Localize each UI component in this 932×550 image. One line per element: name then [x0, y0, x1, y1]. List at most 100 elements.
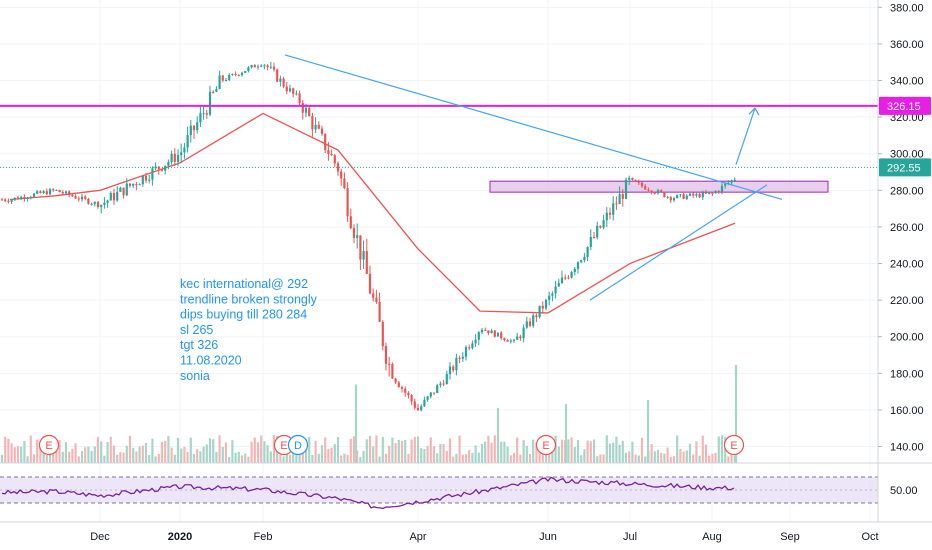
volume-bar — [688, 443, 692, 463]
time-axis[interactable]: Dec 2020 Feb Apr Jun Jul Aug Sep Oct — [90, 531, 878, 543]
volume-bar — [669, 456, 672, 463]
candle-body — [202, 113, 205, 115]
volume-bar — [64, 442, 68, 463]
volume-bar — [506, 446, 509, 463]
candle-body — [644, 186, 647, 190]
candle-body — [61, 192, 64, 194]
target-arrow[interactable] — [735, 107, 756, 165]
candle-body — [176, 155, 180, 162]
candle-body — [567, 277, 570, 279]
candle-body — [468, 347, 471, 349]
candle-body — [20, 196, 23, 200]
candle-body — [541, 305, 544, 309]
volume-bar — [474, 445, 477, 463]
candle-body — [196, 122, 199, 131]
candle-body — [247, 67, 250, 72]
dividend-marker[interactable]: D — [287, 434, 309, 456]
candle-body — [391, 363, 394, 379]
volume-bar — [138, 446, 141, 463]
candle-body — [548, 295, 551, 300]
candle-body — [215, 89, 218, 92]
candle-body — [218, 75, 221, 90]
volume-bar — [679, 448, 682, 463]
candle-body — [116, 191, 119, 201]
uptrend-line[interactable] — [589, 184, 768, 301]
candle-body — [730, 180, 733, 183]
candle-body — [330, 154, 333, 156]
volume-bar — [439, 443, 442, 463]
x-tick-label: Oct — [861, 531, 878, 543]
volume-bar — [711, 453, 714, 463]
volume-bar — [196, 449, 199, 463]
rsi-tick-label: 50.00 — [890, 485, 918, 497]
marker-label: E — [542, 440, 549, 452]
downtrend-line[interactable] — [284, 54, 783, 201]
volume-bar — [333, 444, 336, 463]
price-axis[interactable]: 380.00 360.00 340.00 320.00 300.00 280.00 260.… — [878, 2, 924, 497]
candle-body — [512, 339, 516, 341]
candle-body — [298, 93, 301, 104]
candle-body — [45, 191, 48, 195]
candle-body — [685, 195, 688, 199]
volume-bar — [612, 442, 615, 463]
candle-body — [263, 65, 266, 67]
volume-bar — [202, 446, 205, 463]
volume-bar — [103, 455, 106, 463]
horizontal-line-tag-text: 326.15 — [887, 101, 921, 113]
candle-body — [496, 332, 500, 337]
volume-bar — [436, 453, 439, 463]
candle-body — [148, 179, 151, 181]
volume-bar — [61, 451, 64, 463]
volume-bar — [538, 446, 541, 463]
annotation-line: kec international@ 292 — [180, 277, 308, 291]
candle-body — [154, 166, 157, 169]
last-price-tag: 292.55 — [879, 158, 931, 177]
y-tick-label: 320.00 — [890, 112, 924, 124]
candle-body — [628, 177, 631, 180]
candle-body — [458, 357, 461, 359]
drawings[interactable] — [0, 54, 878, 301]
target-arrow-head — [748, 107, 760, 116]
candle-body — [500, 332, 503, 339]
candle-body — [132, 183, 135, 186]
candle-body — [90, 203, 93, 205]
earnings-marker[interactable]: E — [723, 434, 745, 456]
volume-bar — [468, 450, 471, 463]
candle-body — [656, 190, 660, 194]
volume-bar — [256, 442, 260, 463]
volume-bar — [640, 437, 644, 463]
y-tick-label: 160.00 — [890, 405, 924, 417]
volume-bar — [557, 446, 560, 463]
candle-body — [308, 108, 311, 116]
candle-body — [519, 336, 522, 339]
volume-bar — [109, 436, 112, 463]
candle-body — [244, 71, 247, 73]
volume-bar — [570, 437, 573, 463]
volume-bar — [234, 452, 237, 463]
volume-bar — [509, 455, 512, 463]
earnings-marker[interactable]: E — [273, 434, 295, 456]
volume-bar — [186, 452, 189, 463]
moving-average — [9, 112, 736, 314]
volume-bar — [637, 455, 640, 463]
axes — [0, 0, 932, 523]
volume-bar — [663, 453, 666, 463]
volume-bar — [375, 435, 378, 463]
earnings-marker[interactable]: E — [38, 434, 60, 456]
y-tick-label: 340.00 — [890, 76, 924, 88]
candle-body — [480, 329, 484, 333]
volume-bar — [359, 456, 362, 463]
candle-body — [311, 115, 314, 130]
volume-bar — [244, 453, 247, 463]
volume-bar — [160, 441, 164, 463]
candle-body — [378, 301, 381, 322]
earnings-marker[interactable]: E — [535, 434, 557, 456]
volume-bar — [423, 448, 426, 463]
candle-body — [666, 196, 669, 198]
candle-body — [471, 343, 474, 349]
candle-body — [87, 198, 90, 204]
candle-body — [84, 196, 87, 199]
